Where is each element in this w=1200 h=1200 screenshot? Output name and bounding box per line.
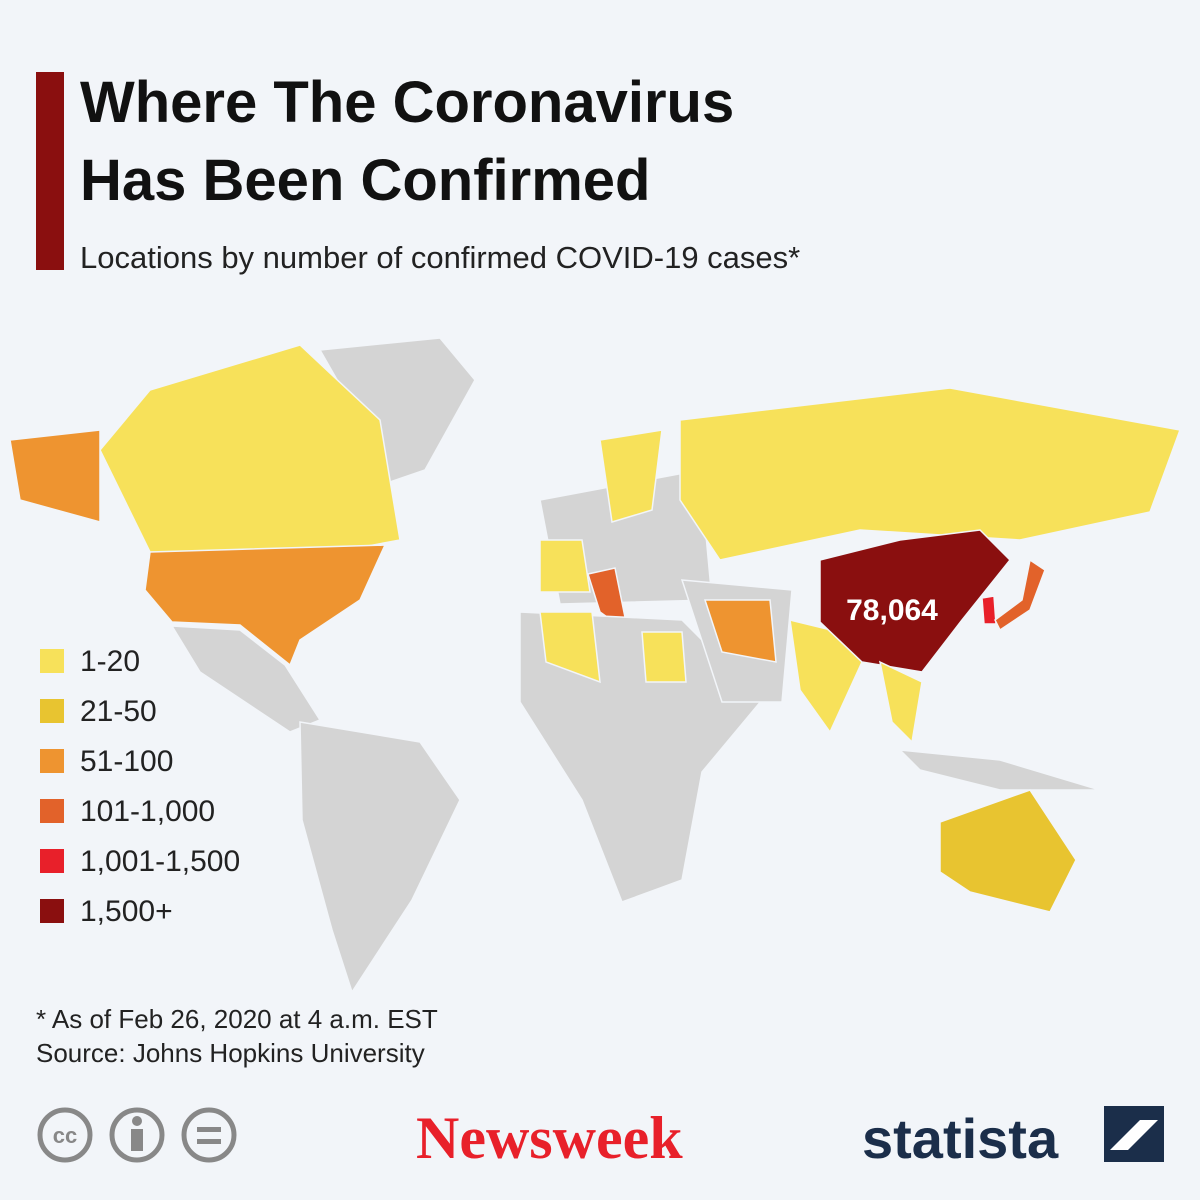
legend-label: 101-1,000 xyxy=(80,795,215,828)
subtitle: Locations by number of confirmed COVID-1… xyxy=(80,240,800,275)
title-line: Has Been Confirmed xyxy=(80,148,650,213)
legend-swatch xyxy=(40,749,64,773)
map-annotation: 78,064 xyxy=(846,594,938,627)
legend-label: 21-50 xyxy=(80,695,157,728)
nd-bar xyxy=(197,1127,221,1132)
legend-label: 1,500+ xyxy=(80,895,173,928)
license-icons: cc xyxy=(37,1107,237,1163)
scandinavia xyxy=(599,429,663,523)
nd-icon xyxy=(181,1107,237,1163)
title-bar xyxy=(36,72,64,270)
legend-swatch xyxy=(40,849,64,873)
footnote: * As of Feb 26, 2020 at 4 a.m. EST xyxy=(36,1004,438,1034)
statista-slash xyxy=(1110,1120,1158,1150)
by-head xyxy=(132,1116,142,1126)
central-america xyxy=(170,625,322,733)
iran xyxy=(703,599,777,663)
legend-swatch xyxy=(40,799,64,823)
by-body xyxy=(131,1129,143,1151)
indonesia xyxy=(897,749,1101,791)
south-america xyxy=(299,721,461,994)
south-korea xyxy=(981,595,997,625)
china xyxy=(819,529,1012,673)
by-icon xyxy=(109,1107,165,1163)
southeast-asia xyxy=(878,660,923,744)
legend-swatch xyxy=(40,649,64,673)
newsweek-logo: Newsweek xyxy=(416,1105,683,1171)
legend-label: 1,001-1,500 xyxy=(80,845,240,878)
alaska xyxy=(9,429,101,523)
russia xyxy=(679,387,1182,561)
legend-label: 51-100 xyxy=(80,745,173,778)
nd-bar xyxy=(197,1139,221,1144)
france xyxy=(539,539,591,593)
cc-icon xyxy=(37,1107,93,1163)
statista-mark xyxy=(1104,1106,1164,1162)
usa xyxy=(144,544,387,667)
legend-label: 1-20 xyxy=(80,645,140,678)
source: Source: Johns Hopkins University xyxy=(36,1038,425,1068)
legend-swatch xyxy=(40,699,64,723)
title-line: Where The Coronavirus xyxy=(80,70,734,135)
cc-text: cc xyxy=(53,1123,77,1148)
legend-swatch xyxy=(40,899,64,923)
algeria xyxy=(539,611,601,684)
world-map: 78,064 xyxy=(9,337,1182,994)
australia xyxy=(939,789,1077,913)
egypt xyxy=(641,631,687,683)
statista-logo: statista xyxy=(862,1107,1059,1170)
legend: 1-20 21-50 51-100 101-1,000 1,001-1,500 1,500… xyxy=(40,645,240,928)
japan xyxy=(994,558,1046,632)
